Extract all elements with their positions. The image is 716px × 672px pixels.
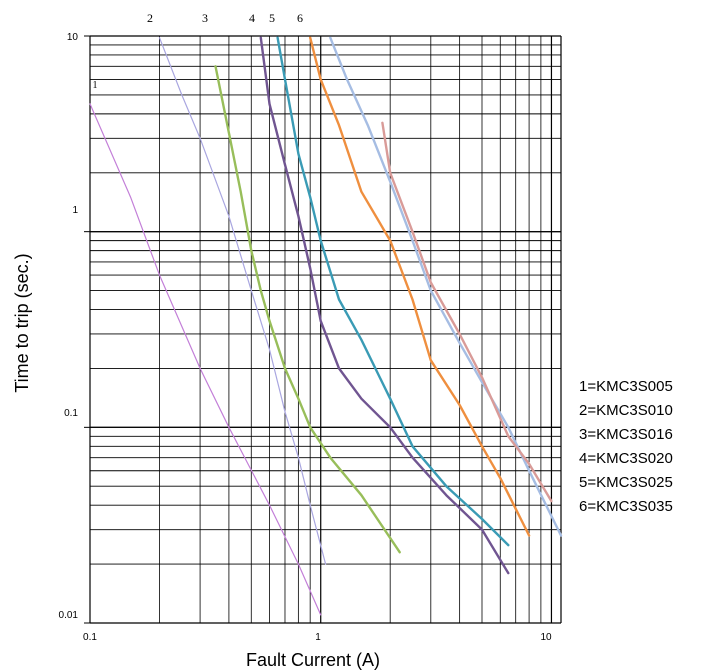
- trip-curve-5: [276, 36, 510, 547]
- curve-number-5: 5: [269, 11, 275, 25]
- legend: 1=KMC3S005 2=KMC3S010 3=KMC3S016 4=KMC3S…: [579, 378, 673, 515]
- y-tick-label-0.01: 0.01: [59, 610, 79, 621]
- legend-item-1: 1=KMC3S005: [579, 378, 673, 395]
- trip-curve-2: [158, 37, 327, 565]
- grid: [84, 35, 562, 624]
- curves: [89, 36, 563, 616]
- x-tick-label-1: 1: [315, 632, 321, 643]
- tick-labels: 10 1 0.1 0.01 0.1 1 10: [59, 32, 552, 643]
- legend-item-6: 6=KMC3S035: [579, 498, 673, 515]
- trip-curve-3: [214, 65, 401, 554]
- trip-curve-4: [259, 36, 510, 575]
- y-tick-label-0.1: 0.1: [64, 408, 78, 419]
- legend-item-5: 5=KMC3S025: [579, 474, 673, 491]
- x-axis-label: Fault Current (A): [246, 650, 380, 670]
- trip-curve-6: [309, 36, 531, 537]
- curve-numbers: 2 3 4 5 6 1: [93, 11, 304, 91]
- x-tick-label-10: 10: [540, 632, 552, 643]
- curve-number-4: 4: [249, 11, 255, 25]
- y-axis-label: Time to trip (sec.): [12, 253, 32, 392]
- y-tick-label-1: 1: [72, 205, 78, 216]
- legend-item-3: 3=KMC3S016: [579, 426, 673, 443]
- legend-item-4: 4=KMC3S020: [579, 450, 673, 467]
- trip-curve-extra-6: [329, 36, 563, 537]
- curve-number-1: 1: [93, 80, 98, 91]
- curve-number-6: 6: [297, 11, 303, 25]
- y-tick-label-10: 10: [67, 32, 79, 43]
- x-tick-label-0.1: 0.1: [83, 632, 97, 643]
- curve-number-3: 3: [202, 11, 208, 25]
- trip-curve-extra-7: [381, 121, 553, 503]
- curve-number-2: 2: [147, 11, 153, 25]
- trip-curve-1: [89, 103, 322, 616]
- legend-item-2: 2=KMC3S010: [579, 402, 673, 419]
